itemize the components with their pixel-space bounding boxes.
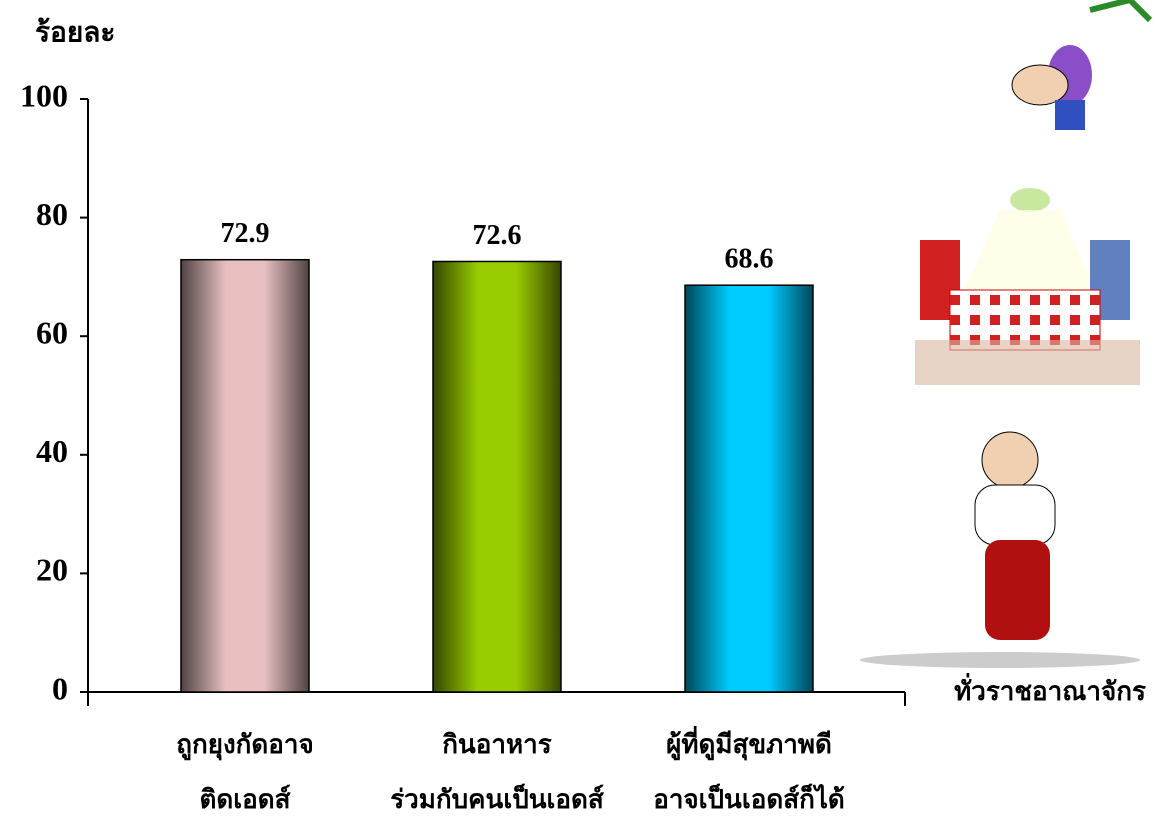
y-tick-label: 20 bbox=[36, 552, 68, 588]
y-tick-label: 0 bbox=[52, 670, 68, 706]
value-label: 72.6 bbox=[473, 220, 522, 251]
y-tick-label: 40 bbox=[36, 433, 68, 469]
region-label: ทั่วราชอาณาจักร bbox=[954, 672, 1146, 706]
x-tick-label: ผู้ที่ดูมีสุขภาพดี bbox=[666, 725, 832, 761]
illustration-walking-man bbox=[860, 431, 1140, 668]
bar bbox=[684, 284, 814, 693]
illustration-dining bbox=[915, 188, 1140, 385]
y-tick-label: 80 bbox=[36, 196, 68, 232]
illustration-flying-man bbox=[1011, 0, 1153, 130]
bar bbox=[432, 260, 562, 693]
y-axis-label: ร้อยละ bbox=[35, 17, 115, 48]
x-tick-label: อาจเป็นเอดส์ก็ได้ bbox=[653, 783, 845, 814]
x-tick-label: ร่วมกับคนเป็นเอดส์ bbox=[390, 783, 604, 814]
value-label: 68.6 bbox=[725, 244, 774, 275]
x-tick-label: ติดเอดส์ bbox=[199, 784, 290, 814]
bar bbox=[180, 258, 310, 693]
x-tick-label: กินอาหาร bbox=[442, 730, 551, 759]
y-tick-label: 60 bbox=[36, 315, 68, 351]
value-label: 72.9 bbox=[221, 218, 270, 249]
y-tick-label: 100 bbox=[20, 77, 68, 113]
x-tick-label: ถูกยุงกัดอาจ bbox=[176, 730, 314, 761]
